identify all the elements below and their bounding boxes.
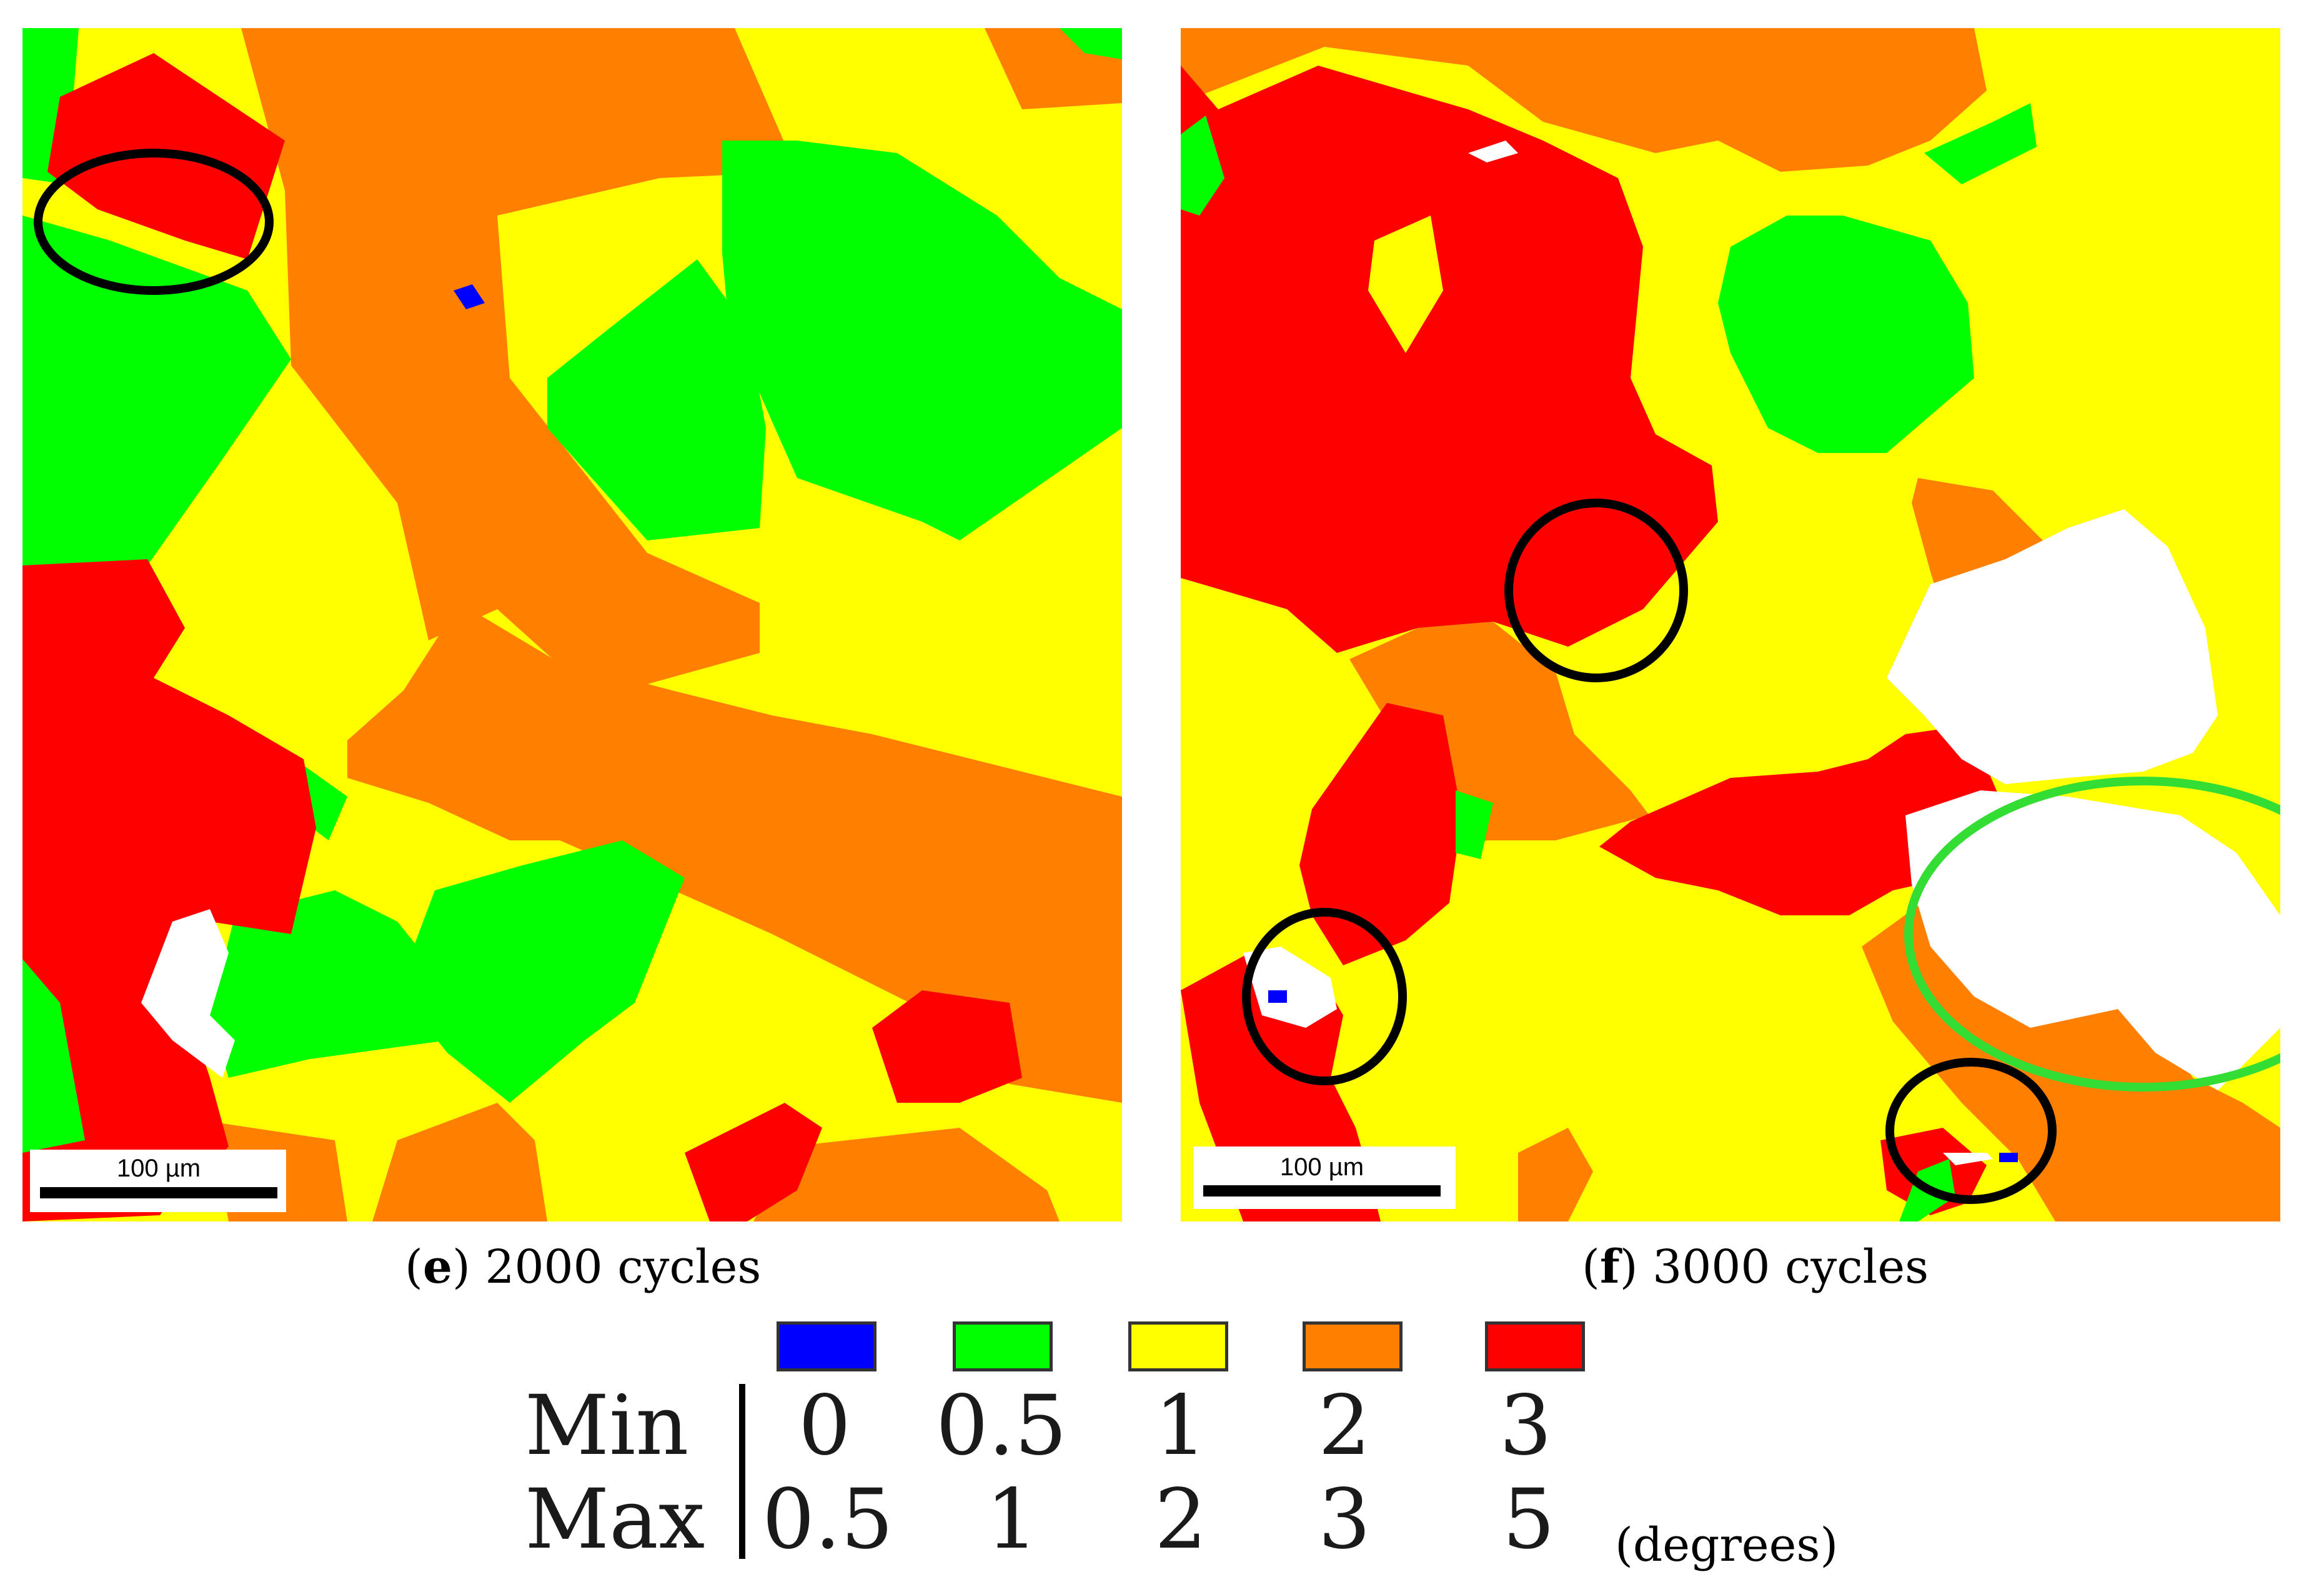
legend-row-label-min: Min bbox=[525, 1378, 689, 1474]
legend-min-0: 0 bbox=[798, 1378, 851, 1474]
grain-yellow bbox=[1368, 216, 1443, 353]
legend-swatch-green bbox=[953, 1321, 1053, 1371]
grain-white bbox=[1905, 790, 2280, 1090]
legend-min-2: 1 bbox=[1155, 1378, 1207, 1474]
grain-blue bbox=[454, 284, 485, 309]
legend-row-label-max: Max bbox=[525, 1471, 705, 1568]
annotation-ellipse-black bbox=[34, 149, 274, 295]
grain-red bbox=[685, 1103, 822, 1221]
grain-orange bbox=[1518, 1128, 1593, 1221]
grain-orange bbox=[372, 1103, 547, 1221]
grain-orange bbox=[347, 603, 1122, 1103]
grain-white bbox=[1468, 141, 1518, 162]
scalebar-line bbox=[1203, 1185, 1441, 1196]
grain-white bbox=[141, 909, 235, 1078]
annotation-ellipse-black bbox=[1242, 908, 1407, 1085]
grain-white bbox=[1943, 1153, 1993, 1165]
grain-white bbox=[1887, 509, 2218, 784]
annotation-ellipse-black bbox=[1885, 1058, 2057, 1204]
scalebar-box bbox=[30, 1150, 286, 1212]
grain-orange bbox=[1181, 28, 1987, 172]
grain-red bbox=[1599, 728, 1999, 915]
grain-green bbox=[1718, 216, 1974, 453]
grain-orange bbox=[241, 28, 797, 684]
scalebar-label: 100 µm bbox=[1280, 1153, 1364, 1181]
legend-max-1: 1 bbox=[986, 1471, 1038, 1568]
grain-green bbox=[547, 259, 766, 540]
grain-blue bbox=[1999, 1153, 2018, 1162]
grain-green bbox=[210, 890, 447, 1078]
grain-green bbox=[722, 141, 1122, 540]
legend-swatch-orange bbox=[1303, 1321, 1403, 1371]
legend-max-4: 5 bbox=[1502, 1471, 1555, 1568]
legend-units: (degrees) bbox=[1615, 1518, 1839, 1572]
caption-letter: f bbox=[1599, 1240, 1620, 1294]
legend-swatch-red bbox=[1485, 1321, 1585, 1371]
legend-swatch-yellow bbox=[1128, 1321, 1228, 1371]
grain-red bbox=[1299, 703, 1462, 965]
grain-green bbox=[397, 840, 685, 1103]
caption-text: 3000 cycles bbox=[1637, 1240, 1929, 1294]
misorientation-map-e: 100 µm bbox=[22, 28, 1122, 1221]
legend-max-3: 3 bbox=[1318, 1471, 1371, 1568]
caption-letter: e bbox=[422, 1240, 452, 1294]
legend-min-1: 0.5 bbox=[936, 1378, 1067, 1474]
legend-swatch-blue bbox=[777, 1321, 876, 1371]
annotation-ellipse-green bbox=[1904, 777, 2280, 1092]
grain-red bbox=[22, 559, 316, 1221]
grain-green bbox=[1924, 103, 2037, 184]
caption-text: 2000 cycles bbox=[470, 1240, 762, 1294]
grain-orange bbox=[753, 1128, 1060, 1221]
scalebar-line bbox=[40, 1187, 277, 1198]
legend-min-4: 3 bbox=[1499, 1378, 1552, 1474]
grain-red bbox=[872, 990, 1022, 1103]
caption-panel-f: (f) 3000 cycles bbox=[1582, 1240, 1929, 1294]
grain-white bbox=[1243, 947, 1337, 1028]
legend-min-3: 2 bbox=[1318, 1378, 1371, 1474]
annotation-ellipse-black bbox=[1504, 499, 1688, 682]
grain-green bbox=[1181, 116, 1224, 216]
grain-green bbox=[1456, 790, 1493, 859]
scalebar-label: 100 µm bbox=[117, 1155, 201, 1182]
grain-green bbox=[22, 216, 291, 578]
grain-map-e: 100 µm bbox=[22, 28, 1122, 1221]
grain-green bbox=[1060, 28, 1122, 59]
legend-divider bbox=[739, 1384, 745, 1559]
legend-max-2: 2 bbox=[1155, 1471, 1207, 1568]
scalebar-box bbox=[1193, 1147, 1456, 1209]
grain-map-f: 100 µm bbox=[1181, 28, 2280, 1221]
misorientation-map-f: 100 µm bbox=[1181, 28, 2280, 1221]
grain-blue bbox=[1268, 990, 1287, 1003]
legend-max-0: 0.5 bbox=[762, 1471, 893, 1568]
caption-panel-e: (e) 2000 cycles bbox=[405, 1240, 762, 1294]
